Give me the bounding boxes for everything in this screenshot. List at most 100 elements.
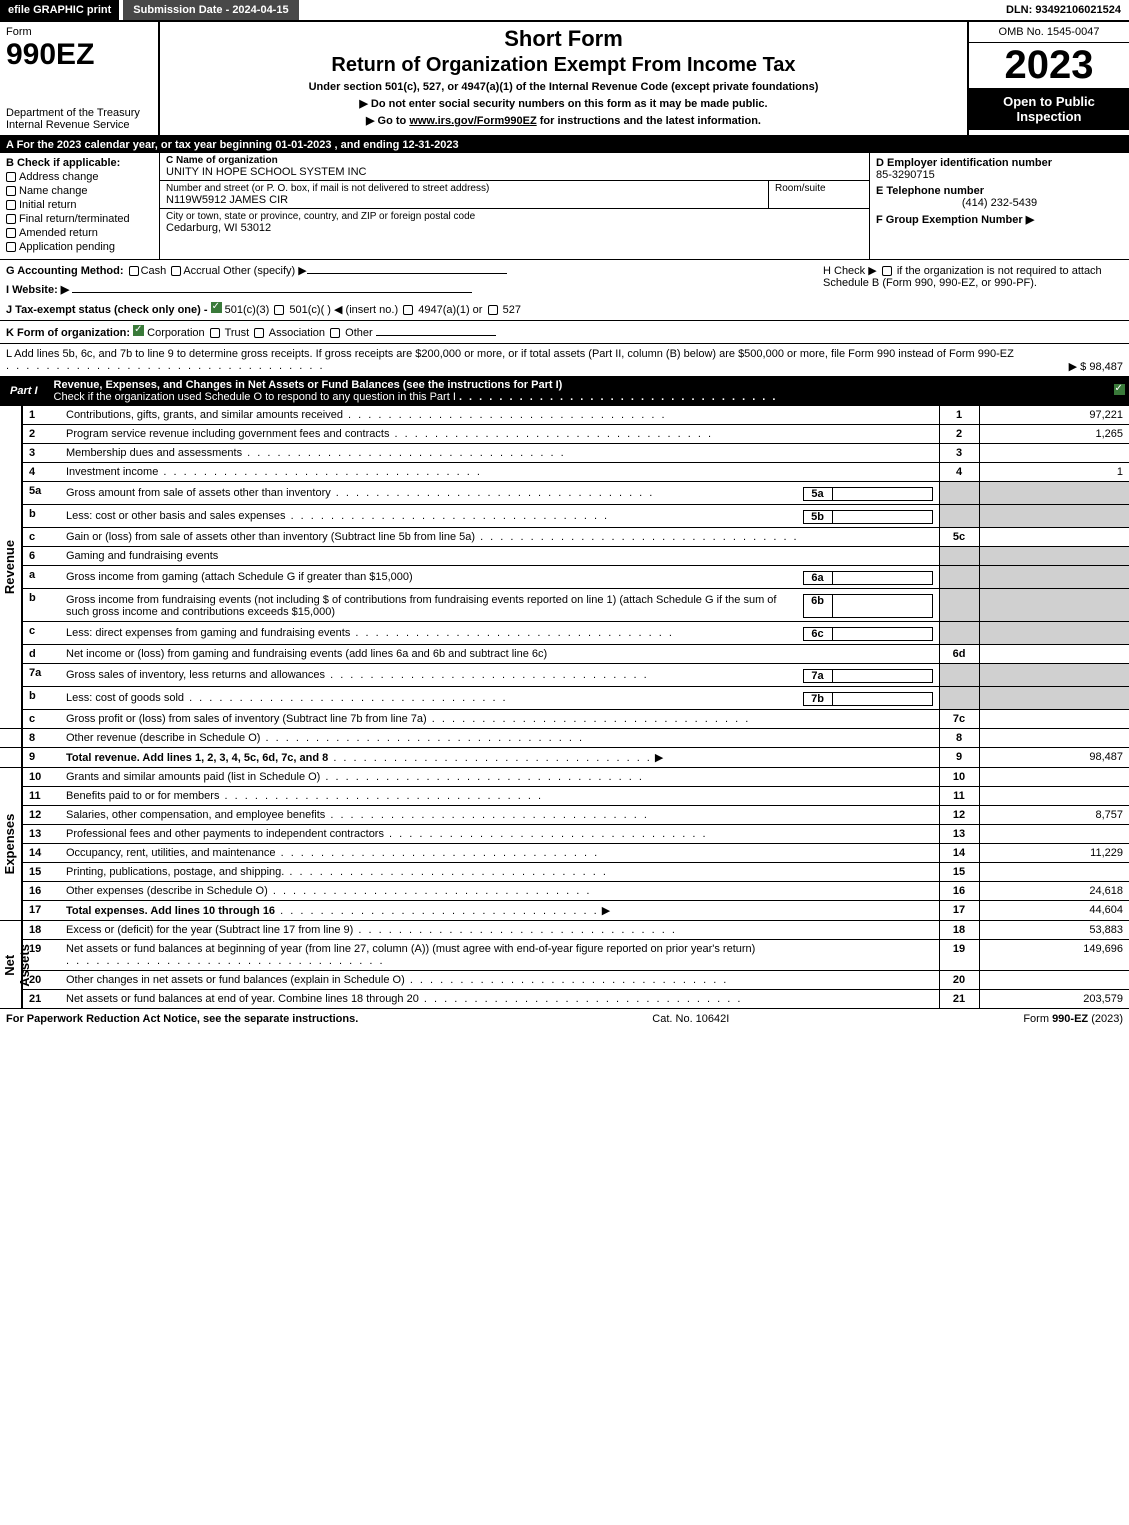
row-g-h: G Accounting Method: Cash Accrual Other … bbox=[0, 260, 1129, 321]
part-1-label: Part I bbox=[0, 383, 48, 399]
part-1-header: Part I Revenue, Expenses, and Changes in… bbox=[0, 377, 1129, 405]
amt-line-6d bbox=[979, 645, 1129, 664]
street-label: Number and street (or P. O. box, if mail… bbox=[166, 183, 762, 194]
line-a: A For the 2023 calendar year, or tax yea… bbox=[0, 137, 1129, 153]
part-1-title: Revenue, Expenses, and Changes in Net As… bbox=[48, 377, 1109, 405]
j-label: J Tax-exempt status (check only one) - bbox=[6, 304, 208, 316]
chk-initial-return[interactable]: Initial return bbox=[6, 199, 153, 211]
goto-link-line: ▶ Go to www.irs.gov/Form990EZ for instru… bbox=[168, 114, 959, 127]
radio-other-org[interactable] bbox=[330, 328, 340, 338]
chk-501c3[interactable] bbox=[211, 302, 222, 313]
amt-line-21: 203,579 bbox=[979, 990, 1129, 1009]
chk-schedule-o[interactable] bbox=[1114, 384, 1125, 395]
website-input[interactable] bbox=[72, 292, 472, 293]
org-name-label: C Name of organization bbox=[166, 155, 863, 166]
other-org-input[interactable] bbox=[376, 335, 496, 336]
form-number: 990EZ bbox=[6, 38, 152, 72]
other-specify-input[interactable] bbox=[307, 273, 507, 274]
radio-association[interactable] bbox=[254, 328, 264, 338]
k-label: K Form of organization: bbox=[6, 327, 130, 339]
telephone: (414) 232-5439 bbox=[876, 197, 1123, 209]
revenue-side-label: Revenue bbox=[0, 406, 22, 729]
cat-no: Cat. No. 10642I bbox=[652, 1013, 729, 1025]
org-name: UNITY IN HOPE SCHOOL SYSTEM INC bbox=[166, 166, 863, 178]
top-bar: efile GRAPHIC print Submission Date - 20… bbox=[0, 0, 1129, 22]
radio-501c[interactable] bbox=[274, 305, 284, 315]
amt-line-10 bbox=[979, 768, 1129, 787]
amt-line-7c bbox=[979, 710, 1129, 729]
chk-final-return[interactable]: Final return/terminated bbox=[6, 213, 153, 225]
box-c: C Name of organization UNITY IN HOPE SCH… bbox=[160, 153, 869, 259]
amt-line-19: 149,696 bbox=[979, 940, 1129, 971]
netassets-side-label: Net Assets bbox=[0, 921, 22, 1009]
amt-line-17: 44,604 bbox=[979, 901, 1129, 921]
box-d-e-f: D Employer identification number 85-3290… bbox=[869, 153, 1129, 259]
under-section: Under section 501(c), 527, or 4947(a)(1)… bbox=[168, 81, 959, 93]
amt-line-12: 8,757 bbox=[979, 806, 1129, 825]
amt-line-9: 98,487 bbox=[979, 748, 1129, 768]
tax-year: 2023 bbox=[969, 43, 1129, 88]
part-1-table: Revenue 1 Contributions, gifts, grants, … bbox=[0, 405, 1129, 1008]
year-block: OMB No. 1545-0047 2023 Open to Public In… bbox=[969, 22, 1129, 135]
radio-527[interactable] bbox=[488, 305, 498, 315]
expenses-side-label: Expenses bbox=[0, 768, 22, 921]
goto-post: for instructions and the latest informat… bbox=[537, 115, 761, 127]
ein-label: D Employer identification number bbox=[876, 157, 1123, 169]
form-header: Form 990EZ Department of the Treasury In… bbox=[0, 22, 1129, 137]
chk-schedule-b[interactable] bbox=[882, 266, 892, 276]
omb-number: OMB No. 1545-0047 bbox=[969, 22, 1129, 43]
amt-line-1: 97,221 bbox=[979, 406, 1129, 425]
ein: 85-3290715 bbox=[876, 169, 1123, 181]
room-suite-label: Room/suite bbox=[769, 181, 869, 208]
form-number-block: Form 990EZ Department of the Treasury In… bbox=[0, 22, 160, 135]
efile-label[interactable]: efile GRAPHIC print bbox=[0, 0, 119, 20]
l-text: L Add lines 5b, 6c, and 7b to line 9 to … bbox=[6, 348, 1014, 360]
short-form-title: Short Form bbox=[168, 26, 959, 52]
dept-label: Department of the Treasury Internal Reve… bbox=[6, 107, 152, 131]
dln: DLN: 93492106021524 bbox=[998, 0, 1129, 20]
amt-line-13 bbox=[979, 825, 1129, 844]
radio-trust[interactable] bbox=[210, 328, 220, 338]
amt-line-4: 1 bbox=[979, 463, 1129, 482]
chk-corporation[interactable] bbox=[133, 325, 144, 336]
group-exemption-label: F Group Exemption Number ▶ bbox=[876, 213, 1123, 226]
amt-line-20 bbox=[979, 971, 1129, 990]
row-l: L Add lines 5b, 6c, and 7b to line 9 to … bbox=[0, 344, 1129, 377]
amt-line-14: 11,229 bbox=[979, 844, 1129, 863]
form-title-block: Short Form Return of Organization Exempt… bbox=[160, 22, 969, 135]
box-b-title: B Check if applicable: bbox=[6, 157, 153, 169]
amt-line-11 bbox=[979, 787, 1129, 806]
amt-line-16: 24,618 bbox=[979, 882, 1129, 901]
amt-line-18: 53,883 bbox=[979, 921, 1129, 940]
submission-date: Submission Date - 2024-04-15 bbox=[119, 0, 298, 20]
radio-cash[interactable] bbox=[129, 266, 139, 276]
page-footer: For Paperwork Reduction Act Notice, see … bbox=[0, 1008, 1129, 1029]
radio-accrual[interactable] bbox=[171, 266, 181, 276]
return-title: Return of Organization Exempt From Incom… bbox=[168, 54, 959, 77]
box-h: H Check ▶ if the organization is not req… bbox=[823, 264, 1123, 316]
ssn-warning: ▶ Do not enter social security numbers o… bbox=[168, 97, 959, 110]
chk-application-pending[interactable]: Application pending bbox=[6, 241, 153, 253]
open-public-badge: Open to Public Inspection bbox=[969, 88, 1129, 130]
chk-amended-return[interactable]: Amended return bbox=[6, 227, 153, 239]
amt-line-15 bbox=[979, 863, 1129, 882]
form-ref: Form 990-EZ (2023) bbox=[1023, 1013, 1123, 1025]
city: Cedarburg, WI 53012 bbox=[166, 222, 863, 234]
amt-line-8 bbox=[979, 729, 1129, 748]
radio-4947[interactable] bbox=[403, 305, 413, 315]
g-label: G Accounting Method: bbox=[6, 265, 124, 277]
irs-link[interactable]: www.irs.gov/Form990EZ bbox=[409, 115, 536, 127]
amt-line-5c bbox=[979, 528, 1129, 547]
paperwork-notice: For Paperwork Reduction Act Notice, see … bbox=[6, 1013, 358, 1025]
amt-line-3 bbox=[979, 444, 1129, 463]
row-k: K Form of organization: Corporation Trus… bbox=[0, 321, 1129, 344]
form-word: Form bbox=[6, 26, 152, 38]
street: N119W5912 JAMES CIR bbox=[166, 194, 762, 206]
box-b: B Check if applicable: Address change Na… bbox=[0, 153, 160, 259]
chk-name-change[interactable]: Name change bbox=[6, 185, 153, 197]
goto-pre: ▶ Go to bbox=[366, 115, 409, 127]
chk-address-change[interactable]: Address change bbox=[6, 171, 153, 183]
l-amount: ▶ $ 98,487 bbox=[1069, 360, 1123, 373]
city-label: City or town, state or province, country… bbox=[166, 211, 863, 222]
section-b-to-f: B Check if applicable: Address change Na… bbox=[0, 153, 1129, 260]
